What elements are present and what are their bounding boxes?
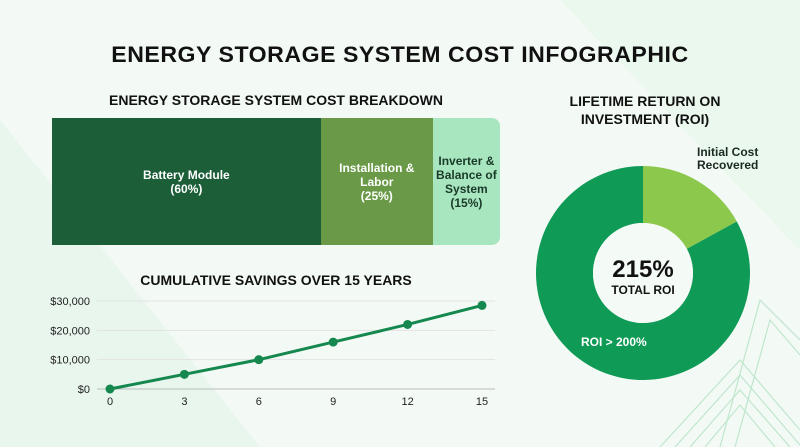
page-title: ENERGY STORAGE SYSTEM COST INFOGRAPHIC [111,42,689,67]
x-tick-label: 0 [107,396,113,408]
bar-segment-0: Battery Module (60%) [52,118,321,245]
donut-slice-0 [643,166,737,249]
slice-label-roi: ROI > 200% [581,335,647,349]
savings-point [328,337,338,347]
x-tick-label: 12 [401,396,413,408]
x-tick-label: 9 [330,396,336,408]
savings-chart-title: CUMULATIVE SAVINGS OVER 15 YEARS [140,272,412,288]
slice-label-initial-cost-line2: Recovered [697,158,758,172]
donut-slice-1 [536,166,750,380]
y-tick-label: $10,000 [50,355,90,367]
roi-center-label: TOTAL ROI [611,283,674,297]
savings-point [179,369,189,379]
y-tick-label: $0 [78,384,90,396]
savings-line [109,303,483,391]
cost-breakdown-bar: Battery Module (60%) Installation & Labor (2… [52,118,500,245]
roi-center-value: 215% [612,256,673,283]
savings-point [105,384,115,394]
savings-point [403,319,413,329]
roi-title: LIFETIME RETURN ON INVESTMENT (ROI) [569,93,721,127]
savings-point [254,355,264,365]
donut-hole [593,223,693,323]
y-tick-label: $30,000 [50,296,90,308]
savings-point [477,300,487,310]
x-tick-label: 6 [256,396,262,408]
cost-breakdown-title: ENERGY STORAGE SYSTEM COST BREAKDOWN [109,92,443,108]
bar-segment-1: Installation & Labor (25%) [320,118,433,245]
y-tick-label: $20,000 [50,325,90,337]
x-tick-label: 3 [181,396,187,408]
slice-label-initial-cost: Initial Cost [697,145,758,159]
x-tick-label: 15 [476,396,488,408]
bar-segment-2: Inverter & Balance of System (15%) [432,118,500,245]
